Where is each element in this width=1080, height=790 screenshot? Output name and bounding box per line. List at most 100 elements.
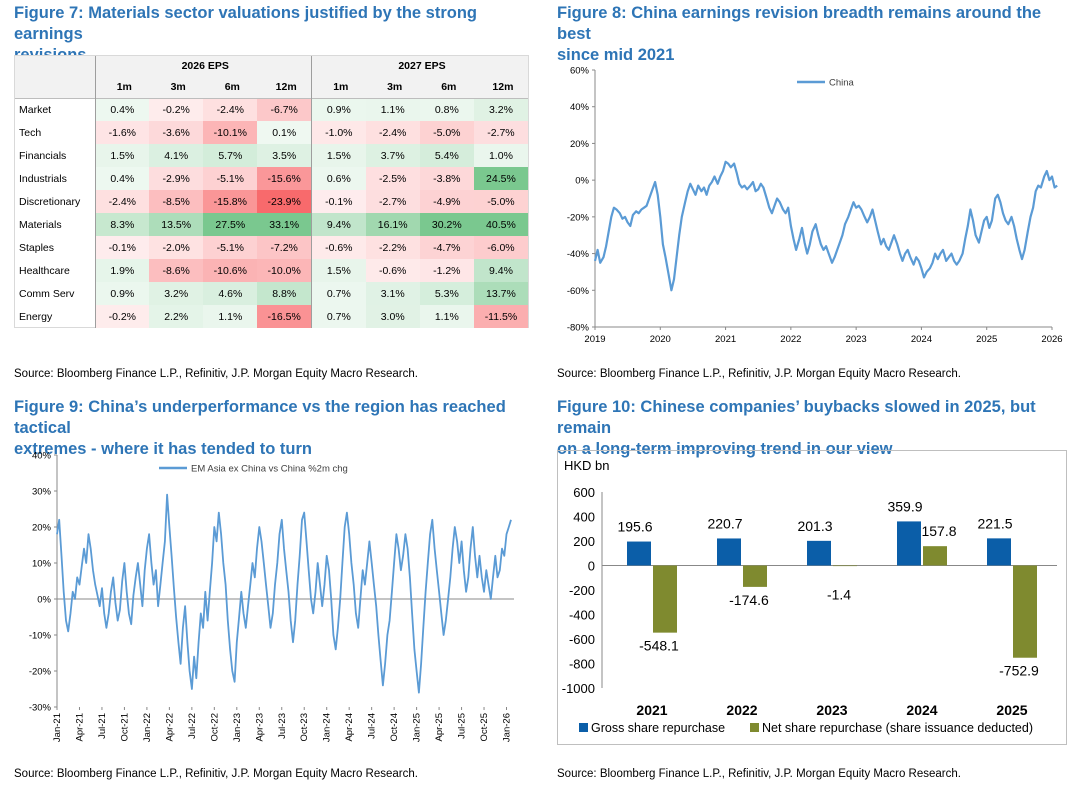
table-cell: -2.7% — [365, 190, 420, 213]
x-tick-label: Jan-22 — [142, 713, 153, 742]
table-column-header-row: 1m 3m 6m 12m 1m 3m 6m 12m — [15, 76, 528, 98]
table-cell: -7.2% — [257, 236, 312, 259]
figure-8-title: Figure 8: China earnings revision breadt… — [557, 3, 1072, 66]
y-tick-label: 30% — [32, 487, 52, 498]
x-tick-label: Apr-21 — [74, 713, 85, 742]
table-cell: -2.4% — [365, 121, 420, 144]
table-cell: 13.5% — [149, 213, 204, 236]
x-tick-label: Jul-21 — [97, 713, 108, 739]
table-cell: 0.4% — [94, 167, 150, 190]
table-cell: 33.1% — [257, 213, 312, 236]
table-cell: 30.2% — [419, 213, 474, 236]
column-header-2026-1m: 1m — [94, 76, 150, 98]
table-cell: -11.5% — [473, 305, 528, 328]
x-tick-label: 2025 — [976, 334, 997, 345]
figure-8-title-line2: since mid 2021 — [557, 46, 675, 64]
y-tick-label: -40% — [567, 249, 590, 260]
table-cell: -3.6% — [149, 121, 204, 144]
x-tick-label: Oct-23 — [299, 713, 310, 742]
table-cell: 2.2% — [149, 305, 204, 328]
x-tick-label: Jan-24 — [322, 713, 333, 742]
x-tick-label: 2024 — [911, 334, 932, 345]
row-label: Industrials — [19, 172, 67, 185]
x-tick-label: Jul-25 — [457, 713, 468, 739]
series-line — [593, 160, 1058, 292]
row-label: Energy — [19, 310, 53, 323]
y-tick-label: 20% — [32, 523, 52, 534]
category-label: 2021 — [636, 702, 667, 718]
table-row: Staples -0.1% -2.0% -5.1% -7.2% -0.6% -2.2% -4.… — [15, 236, 528, 259]
table-cell: -15.6% — [257, 167, 312, 190]
table-cell: -0.1% — [310, 190, 366, 213]
x-tick-label: Jul-23 — [277, 713, 288, 739]
table-cell: 9.4% — [310, 213, 366, 236]
y-tick-label: -400 — [569, 608, 595, 623]
gross-repurchase-bar — [627, 541, 651, 566]
x-tick-label: Jan-26 — [502, 713, 513, 742]
chart-border — [557, 450, 1067, 745]
x-tick-label: 2020 — [650, 334, 671, 345]
table-cell: 24.5% — [473, 167, 528, 190]
gross-repurchase-bar — [897, 521, 921, 566]
table-cell: 5.4% — [419, 144, 474, 167]
table-cell: 5.3% — [419, 282, 474, 305]
legend-swatch-gross — [579, 723, 588, 732]
table-body: Market 0.4% -0.2% -2.4% -6.7% 0.9% 1.1% 0.8% 3.2… — [15, 98, 528, 328]
bar-data-label: -174.6 — [729, 592, 769, 608]
table-cell: 0.4% — [94, 98, 150, 121]
x-tick-label: Jan-23 — [232, 713, 243, 742]
legend-label-net: Net share repurchase (share issuance ded… — [762, 721, 1033, 735]
table-cell: -5.0% — [473, 190, 528, 213]
group-header-2027: 2027 EPS — [311, 56, 528, 76]
table-cell: 8.3% — [94, 213, 150, 236]
row-label: Discretionary — [19, 195, 81, 208]
category-label: 2025 — [996, 702, 1027, 718]
table-corner-cell-2 — [15, 76, 95, 98]
y-tick-label: 60% — [570, 66, 590, 77]
figure-9-title-line2: extremes - where it has tended to turn — [14, 440, 312, 458]
table-cell: -5.1% — [203, 167, 258, 190]
table-cell: -2.4% — [94, 190, 150, 213]
table-row: Industrials 0.4% -2.9% -5.1% -15.6% 0.6% -2.5%… — [15, 167, 528, 190]
x-tick-label: Apr-22 — [164, 713, 175, 742]
x-tick-label: 2021 — [715, 334, 736, 345]
legend-label-gross: Gross share repurchase — [591, 721, 725, 735]
table-cell: -15.8% — [203, 190, 258, 213]
table-cell: -5.1% — [203, 236, 258, 259]
x-tick-label: Apr-25 — [434, 713, 445, 742]
table-cell: -1.0% — [310, 121, 366, 144]
y-tick-label: 40% — [570, 102, 590, 113]
x-tick-label: Jul-24 — [367, 713, 378, 739]
x-tick-label: Oct-22 — [209, 713, 220, 742]
column-header-2026-6m: 6m — [224, 80, 240, 93]
series-line — [56, 493, 512, 694]
column-header-2026-12m: 12m — [275, 80, 297, 93]
table-cell: 5.7% — [203, 144, 258, 167]
table-group-header-row: 2026 EPS 2027 EPS — [15, 56, 528, 76]
table-cell: 1.5% — [310, 259, 366, 282]
table-cell: 1.5% — [310, 144, 366, 167]
y-tick-label: 0 — [588, 559, 595, 574]
table-row: Healthcare 1.9% -8.6% -10.6% -10.0% 1.5% -0.6%… — [15, 259, 528, 282]
table-cell: 4.6% — [203, 282, 258, 305]
category-label: 2023 — [816, 702, 847, 718]
table-cell: 3.1% — [365, 282, 420, 305]
table-cell: -5.0% — [419, 121, 474, 144]
y-tick-label: -30% — [29, 703, 52, 714]
gross-repurchase-bar — [987, 538, 1011, 566]
figure-8-title-line1: Figure 8: China earnings revision breadt… — [557, 4, 1042, 43]
table-cell: 40.5% — [473, 213, 528, 236]
table-cell: 1.1% — [419, 305, 474, 328]
table-cell: -3.8% — [419, 167, 474, 190]
table-cell: -0.2% — [149, 98, 204, 121]
figure-9-title: Figure 9: China’s underperformance vs th… — [14, 397, 544, 460]
table-cell: -16.5% — [257, 305, 312, 328]
row-label: Financials — [19, 149, 67, 162]
row-label: Comm Serv — [19, 287, 75, 300]
x-tick-label: Oct-25 — [479, 713, 490, 742]
table-cell: 4.1% — [149, 144, 204, 167]
net-repurchase-bar — [923, 546, 947, 566]
y-tick-label: -60% — [567, 286, 590, 297]
table-cell: -2.5% — [365, 167, 420, 190]
table-cell: -10.0% — [257, 259, 312, 282]
